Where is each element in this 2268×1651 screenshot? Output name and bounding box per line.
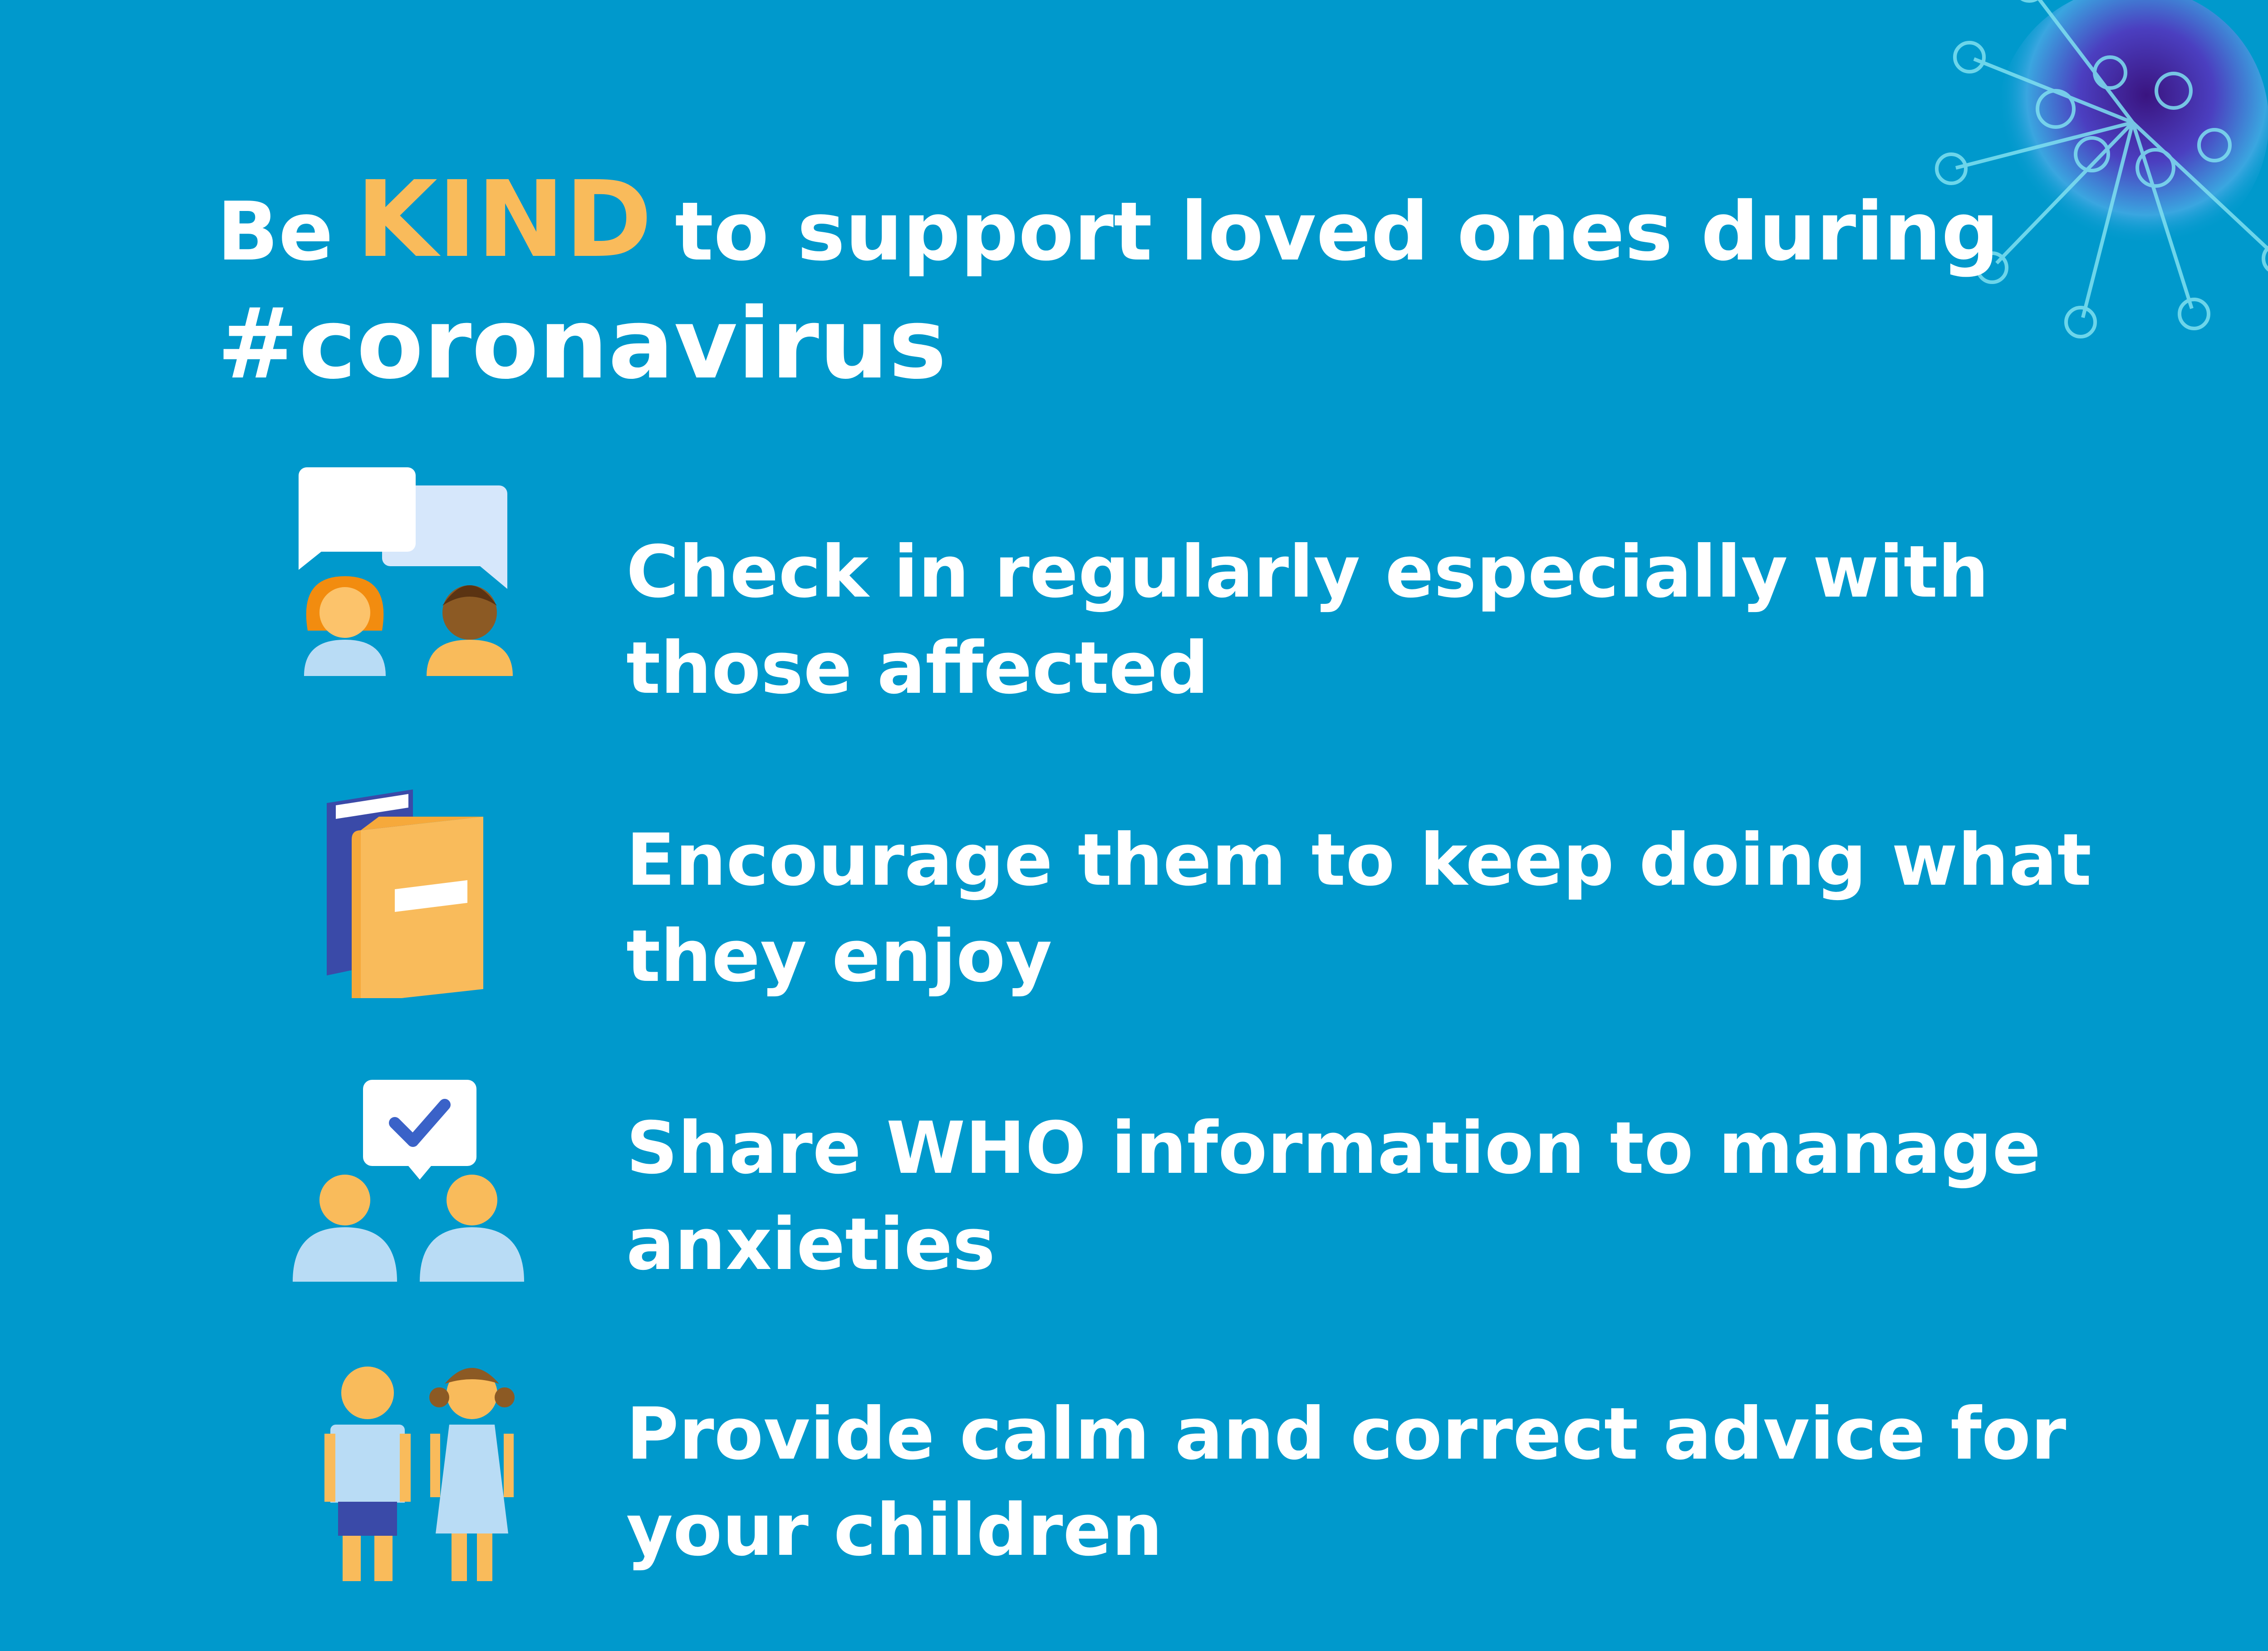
headline: Be KIND to support loved ones during #co…	[217, 154, 1999, 401]
tip-3-text: Share WHO information to manage anxietie…	[626, 1107, 2041, 1286]
headline-hashtag: #coronavirus	[217, 287, 947, 401]
headline-kind: KIND	[356, 158, 653, 281]
virus-icon	[1935, 0, 2268, 338]
chat-people-icon	[299, 467, 513, 676]
share-check-people-icon	[293, 1080, 524, 1282]
children-icon	[324, 1367, 515, 1581]
tip-4-text: Provide calm and correct advice for your…	[626, 1392, 2067, 1572]
tip-2-text: Encourage them to keep doing what they e…	[626, 818, 2092, 998]
tip-1-text: Check in regularly especially with those…	[626, 530, 1989, 710]
headline-line-1: Be KIND to support loved ones during	[217, 154, 1999, 281]
books-icon	[327, 789, 483, 998]
headline-rest: to support loved ones during	[675, 185, 1999, 279]
headline-be: Be	[217, 185, 334, 279]
